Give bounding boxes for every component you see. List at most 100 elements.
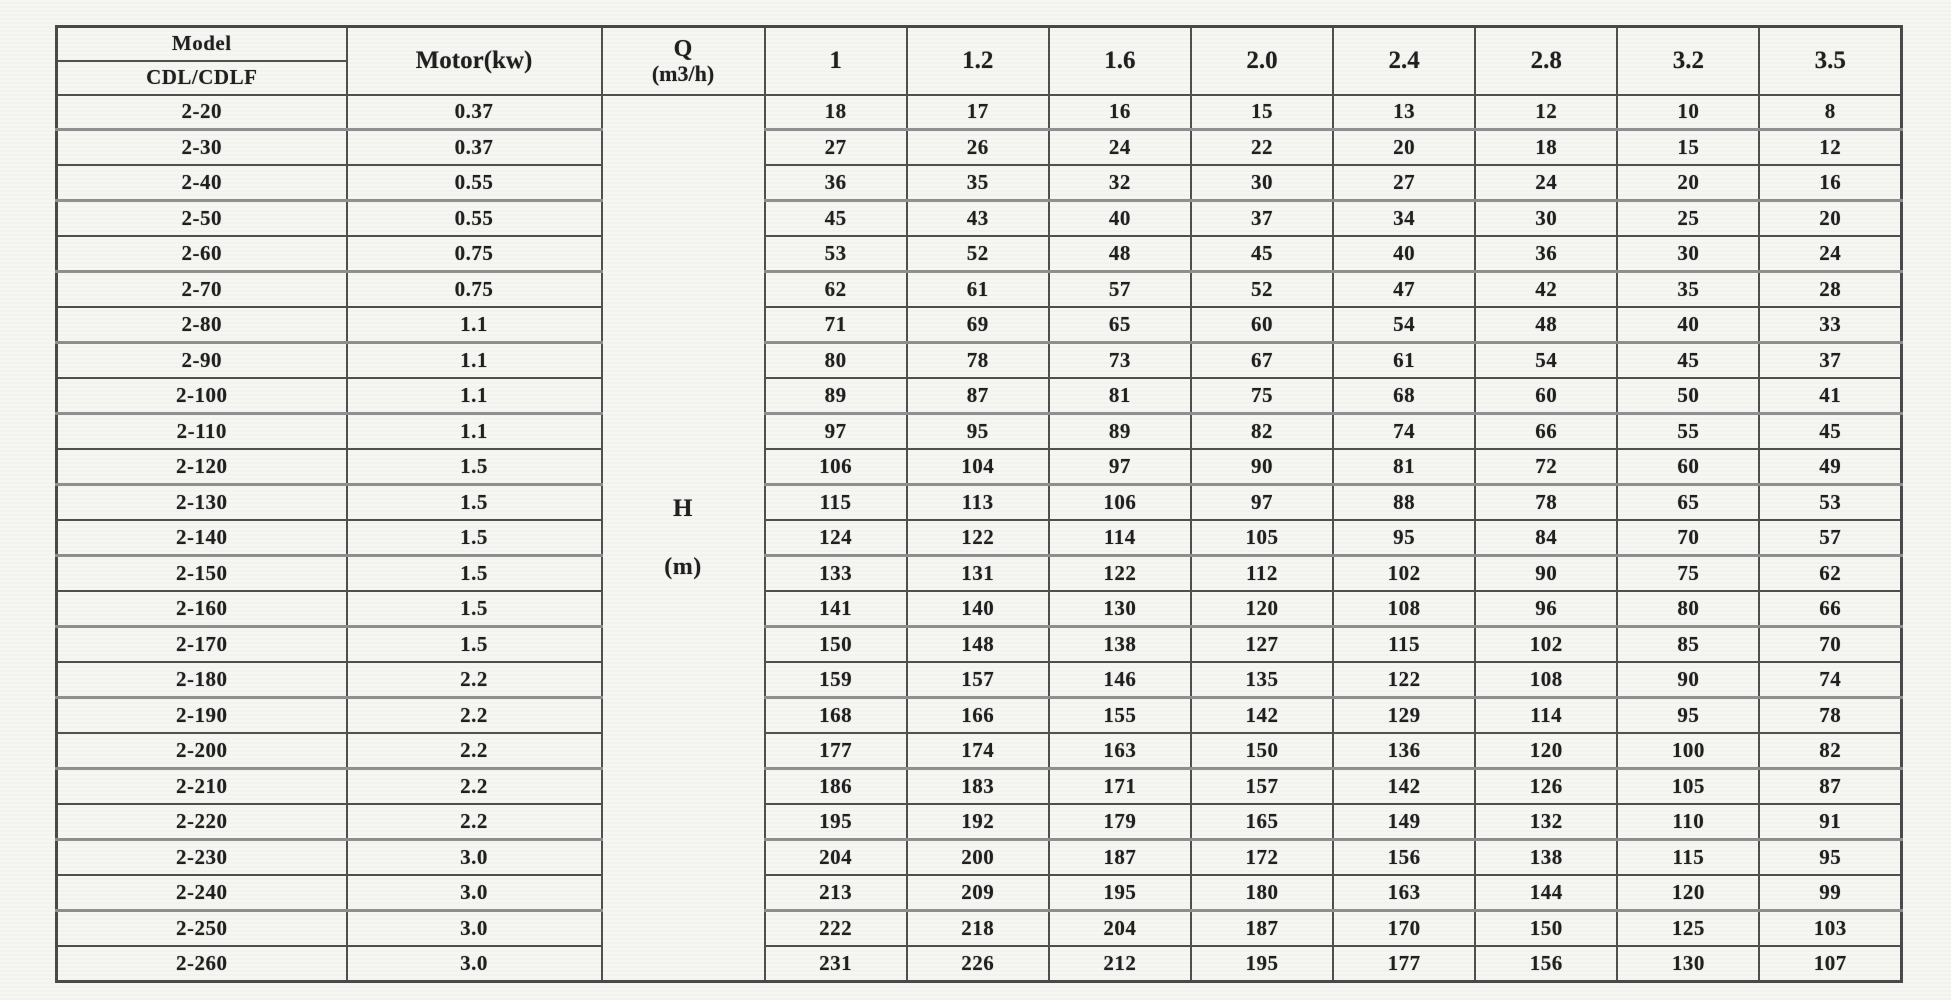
model-cell: 2-90: [55, 341, 348, 380]
model-cell: 2-250: [55, 908, 348, 947]
flow-rate-column-header: 3.2: [1616, 25, 1761, 96]
head-value-cell: 226: [905, 944, 1050, 983]
model-column-header: Model: [55, 25, 348, 62]
head-value-cell: 45: [763, 199, 908, 238]
table-row: 2-250 3.0 222 218 204 187 170 150 125 103: [55, 908, 1903, 947]
head-value-cell: 127: [1189, 625, 1335, 664]
head-value-cell: 115: [1331, 625, 1477, 664]
motor-power-cell: 2.2: [345, 731, 603, 770]
head-value-cell: 102: [1331, 554, 1477, 593]
table-row: 2-150 1.5 133 131 122 112 102 90 75 62: [55, 554, 1903, 593]
head-value-cell: 99: [1758, 873, 1903, 912]
model-cell: 2-260: [55, 944, 348, 983]
head-value-cell: 28: [1758, 270, 1903, 309]
head-value-cell: 84: [1474, 519, 1619, 557]
head-value-cell: 195: [1047, 873, 1192, 912]
head-value-cell: 81: [1047, 377, 1192, 415]
head-value-cell: 132: [1474, 802, 1619, 841]
head-value-cell: 27: [763, 128, 908, 167]
head-value-cell: 195: [763, 802, 908, 841]
table-row: 2-210 2.2 186 183 171 157 142 126 105 87: [55, 766, 1903, 805]
head-value-cell: 34: [1331, 199, 1477, 238]
head-value-cell: 130: [1616, 944, 1761, 983]
pump-spec-table: Model Motor(kw) Q (m3/h) 1 1.2 1.6 2.0 2.4 2.…: [55, 25, 1903, 983]
head-value-cell: 40: [1047, 199, 1192, 238]
head-value-cell: 149: [1331, 802, 1477, 841]
head-value-cell: 110: [1616, 802, 1761, 841]
head-value-cell: 12: [1758, 128, 1903, 167]
flow-rate-column-header: 2.8: [1474, 25, 1619, 96]
model-cell: 2-20: [55, 93, 348, 131]
head-value-cell: 114: [1047, 519, 1192, 557]
head-value-cell: 170: [1331, 908, 1477, 947]
head-value-cell: 62: [1758, 554, 1903, 593]
head-value-cell: 74: [1758, 660, 1903, 699]
head-value-cell: 186: [763, 766, 908, 805]
motor-power-cell: 0.75: [345, 270, 603, 309]
model-cell: 2-40: [55, 164, 348, 202]
head-value-cell: 187: [1047, 837, 1192, 876]
head-value-cell: 113: [905, 483, 1050, 522]
flow-rate-column-header: 1: [763, 25, 908, 96]
head-value-cell: 100: [1616, 731, 1761, 770]
head-value-cell: 87: [905, 377, 1050, 415]
head-value-cell: 36: [1474, 235, 1619, 273]
head-value-cell: 163: [1331, 873, 1477, 912]
head-value-cell: 156: [1474, 944, 1619, 983]
head-value-cell: 91: [1758, 802, 1903, 841]
table-row: 2-200 2.2 177 174 163 150 136 120 100 82: [55, 731, 1903, 770]
head-value-cell: 41: [1758, 377, 1903, 415]
motor-column-header: Motor(kw): [345, 25, 603, 96]
head-label: H: [673, 495, 693, 523]
head-value-cell: 75: [1616, 554, 1761, 593]
head-value-cell: 133: [763, 554, 908, 593]
head-value-cell: 54: [1331, 306, 1477, 344]
head-value-cell: 81: [1331, 448, 1477, 486]
motor-power-cell: 1.1: [345, 412, 603, 451]
head-value-cell: 97: [1047, 448, 1192, 486]
head-value-cell: 155: [1047, 695, 1192, 734]
head-value-cell: 57: [1758, 519, 1903, 557]
flow-rate-column-header: 2.0: [1189, 25, 1335, 96]
head-value-cell: 138: [1047, 625, 1192, 664]
head-value-cell: 60: [1616, 448, 1761, 486]
head-value-cell: 20: [1758, 199, 1903, 238]
head-value-cell: 115: [1616, 837, 1761, 876]
head-value-cell: 25: [1616, 199, 1761, 238]
head-value-cell: 32: [1047, 164, 1192, 202]
head-value-cell: 204: [763, 837, 908, 876]
head-value-cell: 159: [763, 660, 908, 699]
head-value-cell: 180: [1189, 873, 1335, 912]
motor-power-cell: 0.37: [345, 128, 603, 167]
head-value-cell: 150: [1189, 731, 1335, 770]
head-value-cell: 90: [1189, 448, 1335, 486]
table-row: 2-20 0.37 H (m) 18 17 16 15 13 12 10 8: [55, 93, 1903, 983]
head-value-cell: 65: [1047, 306, 1192, 344]
model-cell: 2-30: [55, 128, 348, 167]
head-value-cell: 10: [1616, 93, 1761, 131]
motor-power-cell: 0.37: [345, 93, 603, 131]
motor-power-cell: 1.5: [345, 483, 603, 522]
flow-rate-column-header: 3.5: [1758, 25, 1903, 96]
model-cell: 2-110: [55, 412, 348, 451]
head-value-cell: 30: [1616, 235, 1761, 273]
head-value-cell: 97: [1189, 483, 1335, 522]
head-value-cell: 122: [1331, 660, 1477, 699]
head-value-cell: 24: [1758, 235, 1903, 273]
table-row: 2-110 1.1 97 95 89 82 74 66 55 45: [55, 412, 1903, 451]
head-value-cell: 114: [1474, 695, 1619, 734]
table-row: 2-230 3.0 204 200 187 172 156 138 115 95: [55, 837, 1903, 876]
head-value-cell: 70: [1616, 519, 1761, 557]
head-value-cell: 126: [1474, 766, 1619, 805]
model-cell: 2-190: [55, 695, 348, 734]
head-value-cell: 73: [1047, 341, 1192, 380]
head-value-cell: 129: [1331, 695, 1477, 734]
motor-power-cell: 1.1: [345, 306, 603, 344]
head-value-cell: 166: [905, 695, 1050, 734]
table-row: 2-140 1.5 124 122 114 105 95 84 70 57: [55, 519, 1903, 557]
motor-power-cell: 1.5: [345, 554, 603, 593]
head-value-cell: 15: [1189, 93, 1335, 131]
head-value-cell: 177: [763, 731, 908, 770]
flow-column-header-q: Q (m3/h): [600, 25, 766, 96]
model-cell: 2-230: [55, 837, 348, 876]
